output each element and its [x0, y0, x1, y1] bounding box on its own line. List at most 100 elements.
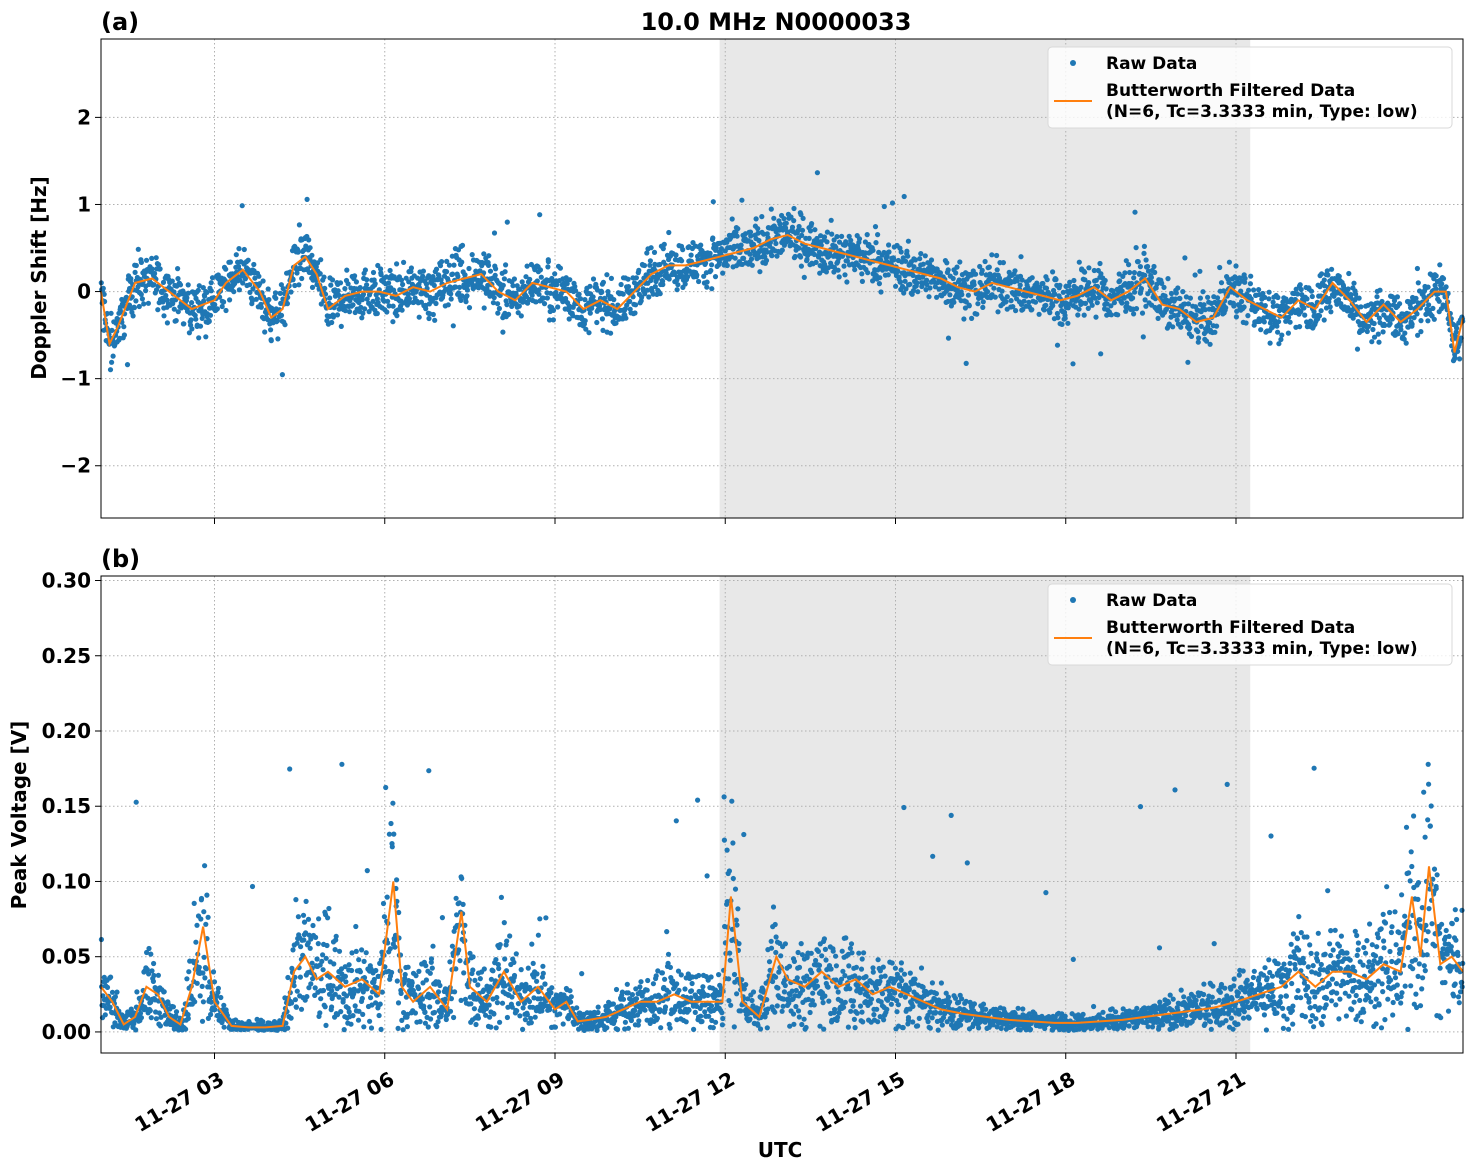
raw-data-point	[781, 216, 787, 222]
raw-data-point	[185, 282, 191, 288]
raw-data-point	[338, 1009, 344, 1015]
raw-data-point	[208, 1011, 214, 1018]
raw-data-point	[471, 1006, 477, 1012]
raw-data-point	[535, 932, 542, 938]
raw-data-point	[481, 966, 487, 972]
raw-data-point	[1131, 311, 1137, 317]
raw-data-point	[689, 980, 695, 987]
raw-data-point	[915, 289, 921, 295]
raw-data-point	[973, 271, 979, 277]
raw-data-point	[1226, 259, 1232, 265]
raw-data-point	[819, 953, 825, 959]
raw-data-point	[1443, 284, 1449, 290]
raw-data-point	[294, 270, 300, 276]
raw-data-point	[153, 1016, 159, 1022]
raw-data-point	[873, 240, 879, 246]
raw-data-point	[705, 992, 711, 999]
raw-data-point	[308, 981, 314, 987]
raw-data-point	[1318, 308, 1324, 314]
raw-data-point	[657, 261, 663, 268]
raw-data-point	[773, 934, 779, 940]
raw-data-point	[1052, 291, 1058, 297]
raw-data-point	[560, 1021, 566, 1027]
raw-data-point	[110, 353, 116, 359]
raw-data-point	[1082, 269, 1088, 275]
raw-data-point	[431, 1009, 438, 1016]
raw-data-point	[504, 1014, 510, 1021]
raw-data-point	[639, 294, 645, 300]
raw-data-point	[579, 971, 585, 977]
raw-data-point	[984, 289, 991, 295]
raw-data-point	[155, 972, 161, 978]
raw-data-point	[859, 278, 866, 284]
raw-data-point	[108, 310, 114, 316]
raw-data-point	[872, 224, 879, 230]
raw-data-point	[143, 288, 149, 294]
raw-data-point	[842, 272, 848, 278]
panel-a-legend: Raw Data Butterworth Filtered Data (N=6,…	[1047, 46, 1453, 129]
raw-data-point	[481, 305, 487, 311]
raw-data-point	[262, 329, 268, 335]
raw-data-point	[688, 988, 695, 994]
raw-data-point	[135, 246, 141, 252]
raw-data-point	[945, 267, 951, 273]
raw-data-point	[994, 267, 1000, 273]
raw-data-point	[285, 1025, 291, 1031]
raw-data-point	[501, 276, 507, 282]
raw-data-point	[506, 311, 512, 317]
raw-data-point	[392, 944, 398, 950]
raw-data-point	[401, 259, 407, 265]
raw-data-point	[759, 214, 765, 220]
raw-data-point	[444, 258, 450, 264]
raw-data-point	[835, 267, 841, 273]
raw-data-point	[817, 270, 823, 276]
raw-data-point	[536, 291, 542, 297]
raw-data-point	[865, 270, 871, 276]
raw-data-point	[143, 257, 150, 263]
raw-data-point	[735, 906, 741, 912]
raw-data-point	[197, 993, 203, 999]
raw-data-point	[577, 296, 584, 302]
raw-data-point	[864, 232, 870, 238]
raw-data-point	[318, 257, 324, 263]
raw-data-point	[206, 318, 212, 324]
raw-data-point	[1223, 305, 1229, 311]
raw-data-point	[1414, 265, 1420, 272]
raw-data-point	[138, 291, 144, 297]
raw-data-point	[813, 259, 819, 265]
raw-data-point	[346, 962, 352, 968]
raw-data-point	[564, 281, 570, 287]
raw-data-point	[330, 314, 336, 320]
raw-data-point	[1141, 243, 1147, 249]
raw-data-point	[193, 939, 199, 945]
raw-data-point	[726, 868, 733, 874]
raw-data-point	[957, 259, 963, 265]
raw-data-point	[773, 949, 779, 956]
raw-data-point	[114, 989, 120, 995]
raw-data-point	[420, 273, 426, 279]
raw-data-point	[732, 255, 738, 261]
raw-data-point	[128, 276, 134, 282]
raw-data-point	[644, 250, 650, 256]
raw-data-point	[149, 968, 155, 974]
raw-data-point	[802, 978, 808, 984]
raw-data-point	[189, 300, 195, 306]
raw-data-point	[1439, 281, 1445, 287]
raw-data-point	[568, 999, 574, 1005]
raw-data-point	[567, 988, 573, 994]
raw-data-point	[1327, 304, 1333, 310]
raw-data-point	[994, 252, 1000, 259]
raw-data-point	[175, 276, 181, 282]
raw-data-point	[989, 252, 995, 258]
raw-data-point	[928, 257, 935, 263]
raw-data-point	[203, 966, 209, 972]
raw-data-point	[1356, 295, 1362, 301]
raw-data-point	[1091, 289, 1097, 295]
raw-data-point	[307, 245, 313, 251]
raw-data-point	[317, 1010, 323, 1016]
raw-data-point	[296, 282, 302, 288]
raw-data-point	[1436, 298, 1442, 304]
raw-data-point	[548, 990, 554, 996]
raw-data-point	[361, 958, 367, 965]
raw-data-point	[433, 266, 440, 272]
